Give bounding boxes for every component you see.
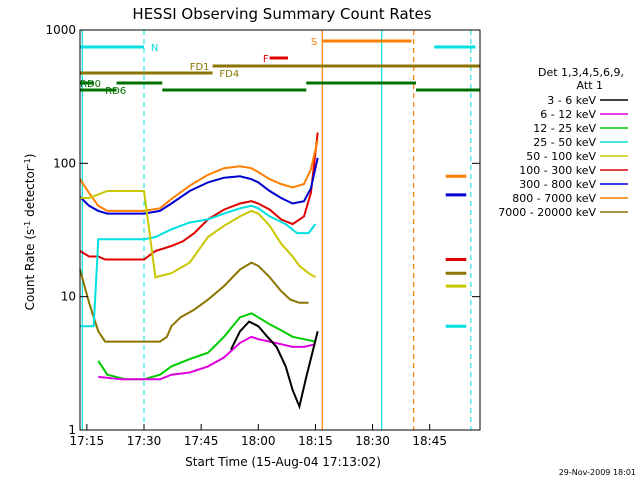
legend-label-3: 25 - 50 keV xyxy=(533,136,596,149)
series-line-7 xyxy=(98,335,316,381)
legend-label-4: 50 - 100 keV xyxy=(526,150,596,163)
series-line-5 xyxy=(80,190,316,279)
flag-label-fd1: FD1 xyxy=(190,62,210,73)
x-tick-label-2: 17:45 xyxy=(184,434,219,448)
flag-label-n: N xyxy=(151,43,158,54)
legend-label-8: 7000 - 20000 keV xyxy=(498,206,596,219)
y-axis: 1 10 100 1000 xyxy=(45,23,480,437)
timestamp: 29-Nov-2009 18:01 xyxy=(559,468,636,477)
x-axis: 17:15 17:30 17:45 18:00 18:15 18:30 18:45 xyxy=(70,424,447,448)
y-tick-label-3: 1000 xyxy=(45,23,76,37)
x-tick-label-1: 17:30 xyxy=(127,434,162,448)
flag-label-fd4: FD4 xyxy=(219,69,239,80)
x-tick-label-4: 18:15 xyxy=(298,434,333,448)
x-axis-label: Start Time (15-Aug-04 17:13:02) xyxy=(185,455,381,469)
y-axis-label: Count Rate (s-1 detector-1) xyxy=(23,154,37,311)
x-tick-label-0: 17:15 xyxy=(70,434,105,448)
legend-header: Det 1,3,4,5,6,9, xyxy=(538,66,624,79)
flag-label-rd0: RD0 xyxy=(80,79,101,90)
legend-label-1: 6 - 12 keV xyxy=(540,108,596,121)
series-line-3 xyxy=(79,157,319,215)
legend-header-2: Att 1 xyxy=(577,79,603,92)
series-line-6 xyxy=(97,312,316,381)
legend-label-6: 300 - 800 keV xyxy=(519,178,596,191)
x-tick-label-5: 18:30 xyxy=(355,434,390,448)
series-line-8 xyxy=(230,320,319,410)
series-line-4 xyxy=(79,139,319,212)
x-tick-label-3: 18:00 xyxy=(241,434,276,448)
chart-title: HESSI Observing Summary Count Rates xyxy=(132,5,431,23)
y-tick-label-0: 1 xyxy=(68,423,76,437)
legend-label-2: 12 - 25 keV xyxy=(533,122,596,135)
flag-label-s: S xyxy=(311,37,317,48)
flag-label-f: F xyxy=(263,54,269,65)
y-tick-label-1: 10 xyxy=(61,290,76,304)
x-tick-label-6: 18:45 xyxy=(412,434,447,448)
legend-label-0: 3 - 6 keV xyxy=(547,94,596,107)
flag-label-rd6: RD6 xyxy=(105,86,126,97)
y-tick-label-2: 100 xyxy=(53,156,76,170)
plot-frame xyxy=(79,29,481,431)
legend-label-5: 100 - 300 keV xyxy=(519,164,596,177)
legend-label-7: 800 - 7000 keV xyxy=(512,192,596,205)
series-line-0 xyxy=(79,261,309,343)
plot-area: N S F FD1 FD4 RD0 RD6 xyxy=(79,30,480,430)
series-line-1 xyxy=(79,132,319,261)
series-line-2 xyxy=(80,204,317,328)
